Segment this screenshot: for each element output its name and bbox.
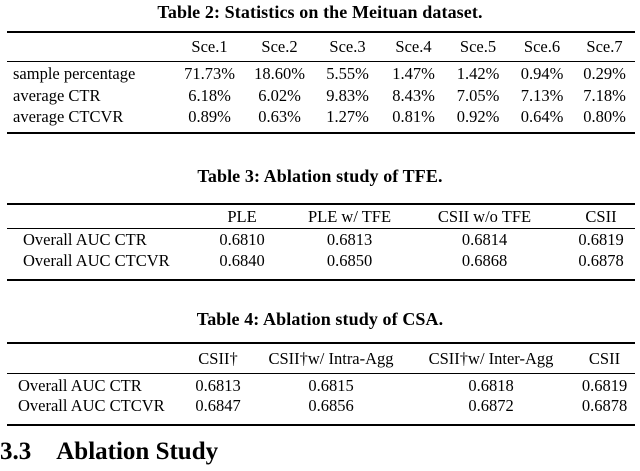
column-header: CSII†w/ Inter-Agg bbox=[428, 349, 554, 368]
cell-value: 7.13% bbox=[520, 85, 564, 105]
cell-value: 6.18% bbox=[188, 85, 231, 105]
cell-value: 0.6819 bbox=[578, 230, 624, 249]
table-row: Overall AUC CTCVR 0.6840 0.6850 0.6868 0.687… bbox=[7, 250, 635, 280]
cell-value: 0.63% bbox=[258, 107, 301, 126]
table-header: CSII† CSII†w/ Intra-Agg CSII†w/ Inter-Agg C… bbox=[7, 343, 635, 374]
cell-value: 7.18% bbox=[583, 85, 626, 105]
row-label: Overall AUC CTR bbox=[23, 230, 147, 249]
column-header: PLE bbox=[227, 207, 257, 226]
cell-value: 0.6878 bbox=[581, 396, 628, 415]
column-header: Sce.4 bbox=[395, 37, 432, 56]
cell-value: 0.6878 bbox=[578, 251, 624, 270]
column-header: CSII bbox=[588, 349, 621, 368]
cell-value: 0.29% bbox=[583, 64, 626, 83]
table-row: sample percentage 71.73% 18.60% 5.55% 1.47% 1… bbox=[7, 62, 635, 85]
cell-value: 7.05% bbox=[456, 85, 500, 105]
table3-caption: Table 3: Ablation study of TFE. bbox=[197, 166, 443, 186]
table-row: average CTR 6.18% 6.02% 9.83% 8.43% 7.05% 7.13… bbox=[7, 85, 635, 107]
cell-value: 1.42% bbox=[456, 64, 500, 83]
table-row: Overall AUC CTCVR 0.6847 0.6856 0.6872 0.687… bbox=[7, 396, 635, 425]
cell-value: 6.02% bbox=[258, 85, 301, 105]
cell-value: 8.43% bbox=[392, 85, 435, 105]
table-row: Overall AUC CTR 0.6813 0.6815 0.6818 0.6819 bbox=[7, 374, 635, 397]
column-header: Sce.1 bbox=[191, 37, 228, 56]
cell-value: 0.89% bbox=[188, 107, 231, 126]
row-label: Overall AUC CTCVR bbox=[23, 251, 170, 270]
cell-value: 1.27% bbox=[326, 107, 369, 126]
cell-value: 0.6856 bbox=[308, 396, 354, 415]
csa-ablation-table: CSII† CSII†w/ Intra-Agg CSII†w/ Inter-Agg C… bbox=[7, 342, 635, 426]
cell-value: 0.6840 bbox=[219, 251, 265, 270]
meituan-statistics-table: Sce.1 Sce.2 Sce.3 Sce.4 Sce.5 Sce.6 Sce.7 samp… bbox=[7, 31, 635, 134]
column-header-empty bbox=[7, 343, 182, 374]
cell-value: 0.6813 bbox=[195, 376, 241, 395]
cell-value: 0.6815 bbox=[308, 376, 354, 395]
cell-value: 71.73% bbox=[184, 64, 235, 83]
cell-value: 0.6814 bbox=[461, 230, 508, 249]
cell-value: 0.80% bbox=[583, 107, 626, 126]
column-header: PLE w/ TFE bbox=[307, 207, 392, 226]
cell-value: 0.6813 bbox=[326, 230, 373, 249]
table4-caption: Table 4: Ablation study of CSA. bbox=[196, 309, 444, 329]
row-label: sample percentage bbox=[13, 64, 136, 83]
table-body: sample percentage 71.73% 18.60% 5.55% 1.47% 1… bbox=[7, 62, 635, 133]
cell-value: 0.92% bbox=[456, 107, 500, 126]
cell-value: 5.55% bbox=[326, 64, 369, 83]
column-header: Sce.3 bbox=[329, 37, 366, 56]
cell-value: 1.47% bbox=[392, 64, 435, 83]
tfe-ablation-table: PLE PLE w/ TFE CSII w/o TFE CSII Overall AU… bbox=[7, 203, 635, 281]
section-number: 3.3 bbox=[0, 438, 32, 465]
column-header: CSII w/o TFE bbox=[437, 207, 532, 226]
column-header: CSII†w/ Intra-Agg bbox=[268, 349, 394, 368]
column-header: Sce.7 bbox=[586, 37, 623, 56]
cell-value: 0.6868 bbox=[461, 251, 508, 270]
table-header: PLE PLE w/ TFE CSII w/o TFE CSII bbox=[7, 204, 635, 229]
cell-value: 0.6847 bbox=[195, 396, 241, 415]
row-label: Overall AUC CTCVR bbox=[18, 396, 165, 415]
column-header-empty bbox=[7, 32, 174, 62]
cell-value: 18.60% bbox=[254, 64, 305, 83]
table-header: Sce.1 Sce.2 Sce.3 Sce.4 Sce.5 Sce.6 Sce.7 bbox=[7, 32, 635, 62]
row-label: Overall AUC CTR bbox=[18, 376, 142, 395]
cell-value: 0.6872 bbox=[468, 396, 514, 415]
section-title: Ablation Study bbox=[56, 438, 219, 465]
column-header-empty bbox=[7, 204, 187, 229]
column-header: Sce.5 bbox=[459, 37, 497, 56]
table-row: average CTCVR 0.89% 0.63% 1.27% 0.81% 0.92% 0.… bbox=[7, 106, 635, 133]
column-header: Sce.6 bbox=[523, 37, 561, 56]
table2-caption: Table 2: Statistics on the Meituan datas… bbox=[157, 2, 483, 22]
table-body: Overall AUC CTR 0.6810 0.6813 0.6814 0.6819 O… bbox=[7, 229, 635, 281]
column-header: CSII† bbox=[198, 349, 238, 368]
row-label: average CTCVR bbox=[13, 107, 124, 126]
column-header: Sce.2 bbox=[261, 37, 298, 56]
cell-value: 0.64% bbox=[520, 107, 564, 126]
cell-value: 0.81% bbox=[392, 107, 435, 126]
cell-value: 9.83% bbox=[326, 85, 369, 105]
cell-value: 0.6819 bbox=[581, 376, 628, 395]
table-row: Overall AUC CTR 0.6810 0.6813 0.6814 0.6819 bbox=[7, 229, 635, 251]
cell-value: 0.6850 bbox=[326, 251, 373, 270]
section-heading: 3.3 Ablation Study bbox=[0, 438, 640, 466]
table-body: Overall AUC CTR 0.6813 0.6815 0.6818 0.6819 O… bbox=[7, 374, 635, 426]
cell-value: 0.6818 bbox=[468, 376, 514, 395]
cell-value: 0.94% bbox=[520, 64, 564, 83]
cell-value: 0.6810 bbox=[219, 230, 265, 249]
row-label: average CTR bbox=[13, 85, 101, 105]
column-header: CSII bbox=[585, 207, 617, 226]
